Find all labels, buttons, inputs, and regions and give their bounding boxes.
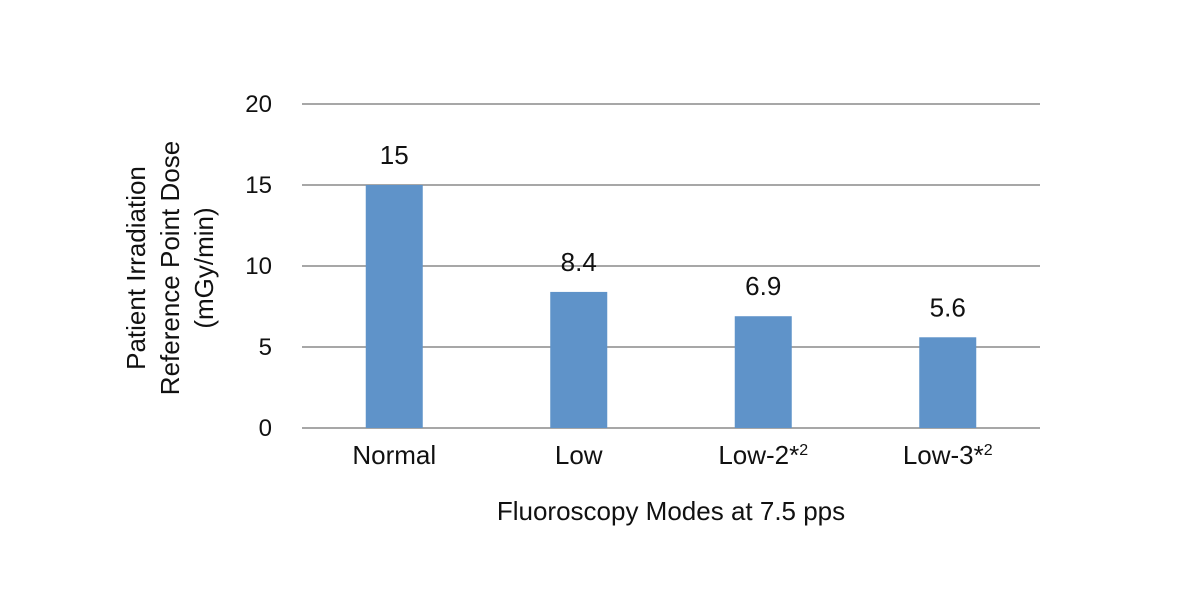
x-tick-label: Low-2*2 xyxy=(718,440,808,470)
y-tick-label: 10 xyxy=(245,253,272,280)
x-tick-label: Low xyxy=(555,440,603,470)
x-tick-label: Normal xyxy=(352,440,436,470)
bars xyxy=(365,185,977,428)
data-label: 15 xyxy=(380,140,409,170)
bar xyxy=(734,316,792,428)
data-label: 8.4 xyxy=(561,247,597,277)
gridlines xyxy=(302,103,1040,429)
x-axis-title: Fluoroscopy Modes at 7.5 pps xyxy=(497,496,845,526)
y-tick-labels: 0 5 10 15 20 xyxy=(245,91,272,442)
bar xyxy=(550,291,608,428)
y-tick-label: 15 xyxy=(245,172,272,199)
data-labels: 15 8.4 6.9 5.6 xyxy=(380,140,966,322)
x-tick-label: Low-3*2 xyxy=(903,440,993,470)
bar xyxy=(365,185,423,428)
x-tick-labels: Normal Low Low-2*2 Low-3*2 xyxy=(352,440,992,470)
y-axis-title-line-3: (mGy/min) xyxy=(189,207,219,328)
y-axis-title-line-1: Patient Irradiation xyxy=(121,166,151,370)
y-tick-label: 20 xyxy=(245,91,272,118)
y-tick-label: 0 xyxy=(259,415,272,442)
data-label: 5.6 xyxy=(930,292,966,322)
y-axis-title-line-2: Reference Point Dose xyxy=(155,141,185,395)
y-axis-title: Patient Irradiation Reference Point Dose… xyxy=(121,141,219,395)
y-tick-label: 5 xyxy=(259,334,272,361)
bar xyxy=(919,337,977,428)
data-label: 6.9 xyxy=(745,271,781,301)
